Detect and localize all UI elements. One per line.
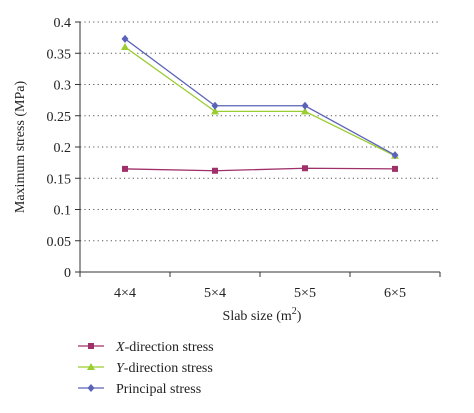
series-2 — [121, 43, 399, 159]
y-tick-label: 0.35 — [47, 47, 72, 62]
x-axis-title-sup: 2 — [292, 306, 297, 317]
y-tick-label: 0.1 — [54, 204, 72, 219]
x-axis-title: Slab size (m2) — [223, 306, 302, 324]
x-tick-labels: 4×4 5×4 5×5 6×5 — [114, 286, 406, 301]
legend-label: Principal stress — [116, 382, 201, 397]
data-point-diamond — [211, 101, 219, 110]
data-point-square — [392, 165, 398, 172]
legend-item: X-direction stress — [78, 340, 214, 355]
data-point-triangle — [121, 43, 129, 50]
data-point-square — [302, 165, 308, 172]
y-tick-label: 0.15 — [47, 172, 72, 187]
gridlines — [80, 21, 440, 242]
data-point-diamond — [301, 101, 309, 110]
axes — [75, 21, 441, 277]
series-line — [124, 38, 396, 156]
x-tick-label: 5×5 — [294, 286, 316, 301]
x-axis-title-close: ) — [297, 309, 302, 324]
data-point-square — [212, 167, 218, 174]
y-tick-label: 0.05 — [47, 235, 72, 250]
legend-label-text: Principal stress — [116, 382, 201, 397]
y-tick-label: 0.2 — [54, 141, 72, 156]
legend-label: X-direction stress — [115, 340, 214, 355]
series-line — [124, 46, 396, 157]
data-point-diamond — [121, 34, 129, 43]
y-tick-labels: 0 0.05 0.1 0.15 0.2 0.25 0.3 0.35 0.4 — [47, 16, 72, 281]
legend-label-text: -direction stress — [124, 361, 213, 376]
data-point-diamond — [87, 384, 95, 392]
x-axis-title-main: Slab size (m — [223, 309, 292, 324]
data-point-triangle — [211, 107, 219, 115]
y-tick-label: 0.3 — [54, 79, 72, 94]
legend-item: Y-direction stress — [78, 361, 213, 376]
y-tick-label: 0 — [64, 266, 71, 281]
series-line — [124, 167, 396, 172]
legend-label: Y-direction stress — [116, 361, 213, 376]
legend-label-italic: X — [115, 340, 125, 355]
x-tick-label: 5×4 — [204, 286, 226, 301]
y-tick-label: 0.25 — [47, 110, 72, 125]
x-tick-label: 4×4 — [114, 286, 136, 301]
series-3 — [121, 34, 399, 160]
y-tick-label: 0.4 — [54, 16, 72, 31]
x-tick-label: 6×5 — [384, 286, 406, 301]
series-1 — [122, 165, 398, 174]
data-point-square — [88, 343, 94, 349]
legend-label-italic: Y — [116, 361, 126, 376]
legend-item: Principal stress — [78, 382, 201, 397]
data-point-diamond — [391, 151, 399, 160]
data-point-square — [122, 165, 128, 172]
series-group — [121, 34, 399, 174]
legend-label-text: -direction stress — [125, 340, 214, 355]
y-axis-title: Maximum stress (MPa) — [13, 81, 28, 214]
data-point-triangle — [87, 363, 95, 370]
data-point-triangle — [301, 107, 309, 115]
